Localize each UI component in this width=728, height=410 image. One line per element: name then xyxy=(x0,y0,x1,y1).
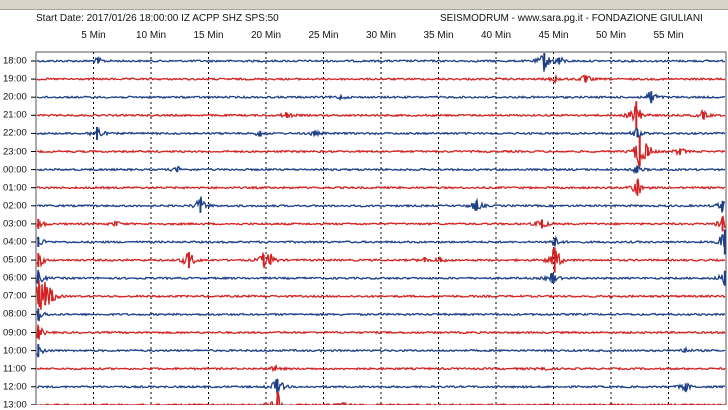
trace-0500 xyxy=(36,246,726,269)
minute-tick-label: 40 Min xyxy=(480,30,512,41)
minute-tick-label: 55 Min xyxy=(653,30,684,41)
trace-1200 xyxy=(36,379,726,394)
trace-0600 xyxy=(36,269,726,287)
minute-tick-label: 45 Min xyxy=(538,30,569,41)
hour-label: 20:00 xyxy=(3,91,27,103)
minute-tick-label: 25 Min xyxy=(308,30,339,41)
hour-label: 05:00 xyxy=(3,254,27,266)
minute-tick-label: 10 Min xyxy=(135,30,167,41)
trace-2200 xyxy=(36,126,726,138)
minute-tick-label: 5 Min xyxy=(81,30,106,41)
minute-tick-label: 35 Min xyxy=(423,30,454,41)
trace-1900 xyxy=(36,74,726,85)
hour-label: 18:00 xyxy=(3,55,27,67)
trace-2000 xyxy=(36,91,726,103)
trace-0800 xyxy=(36,310,726,322)
hour-label: 03:00 xyxy=(3,218,27,230)
hour-label: 21:00 xyxy=(3,109,27,121)
start-date-header: Start Date: 2017/01/26 18:00:00 IZ ACPP … xyxy=(36,13,279,24)
trace-0900 xyxy=(36,324,726,340)
trace-0200 xyxy=(36,196,725,213)
hour-label: 01:00 xyxy=(3,182,27,194)
hour-label: 00:00 xyxy=(3,164,27,176)
hour-label: 10:00 xyxy=(3,345,27,357)
trace-0700 xyxy=(36,279,726,310)
source-header: SEISMODRUM - www.sara.pg.it - FONDAZIONE… xyxy=(440,13,703,24)
hour-label: 11:00 xyxy=(3,363,27,375)
hour-label: 19:00 xyxy=(3,73,27,85)
hour-label: 07:00 xyxy=(3,290,27,302)
hour-label: 08:00 xyxy=(3,308,27,320)
trace-1000 xyxy=(36,345,726,358)
hour-label: 23:00 xyxy=(3,146,27,157)
minute-tick-label: 15 Min xyxy=(193,30,224,41)
trace-0400 xyxy=(36,234,726,248)
trace-1800 xyxy=(36,55,726,72)
trace-2100 xyxy=(36,105,726,123)
hour-label: 06:00 xyxy=(3,272,27,284)
trace-0000 xyxy=(36,165,726,175)
trace-0100 xyxy=(36,178,726,195)
hour-label: 02:00 xyxy=(3,200,27,212)
hour-label: 12:00 xyxy=(3,381,27,393)
trace-0300 xyxy=(36,215,726,229)
hour-label: 04:00 xyxy=(3,236,27,248)
trace-2300 xyxy=(36,143,726,167)
window-title-bar xyxy=(0,0,728,10)
minute-tick-label: 30 Min xyxy=(365,30,397,41)
hour-label: 09:00 xyxy=(3,327,27,338)
minute-tick-label: 50 Min xyxy=(595,30,627,41)
trace-1100 xyxy=(36,364,726,373)
hour-label: 22:00 xyxy=(3,127,27,139)
minute-tick-label: 20 Min xyxy=(250,30,282,41)
